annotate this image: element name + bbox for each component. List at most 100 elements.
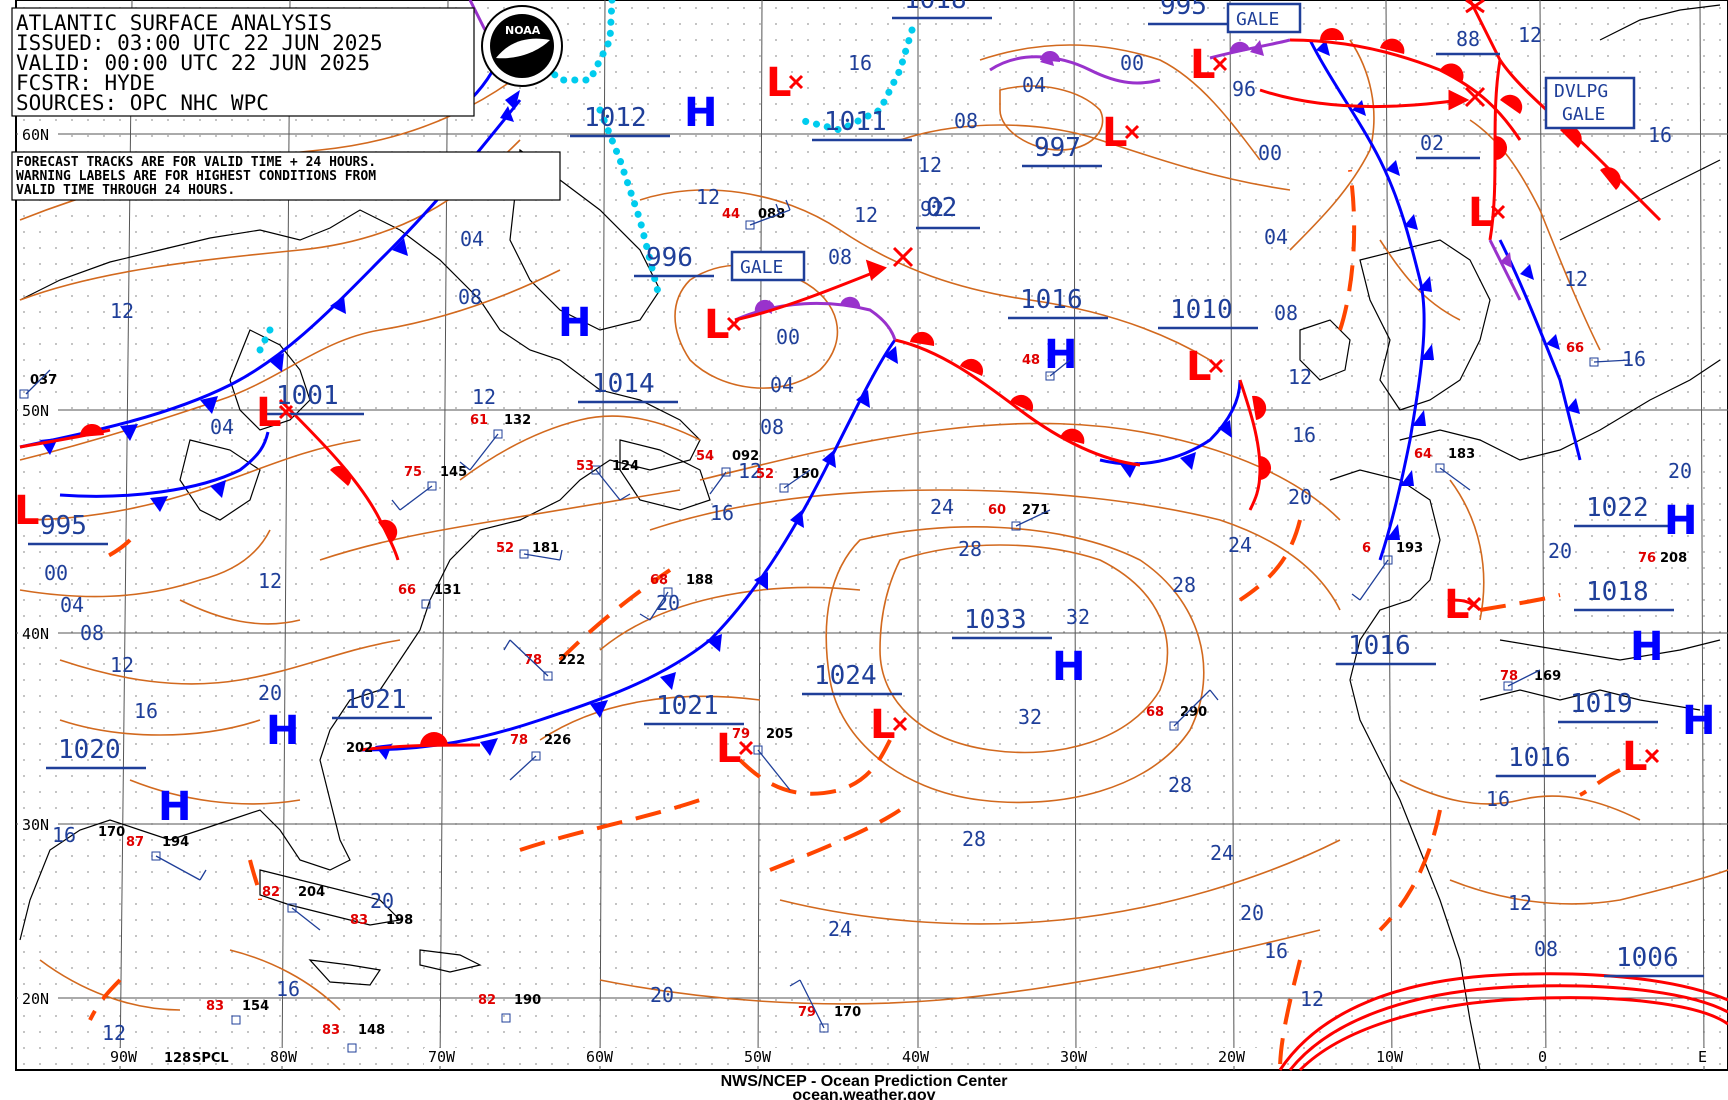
cold-front xyxy=(1498,239,1582,461)
isobar-label: 12 xyxy=(1288,365,1312,389)
isobar-label: 12 xyxy=(854,203,878,227)
svg-text:64: 64 xyxy=(1414,447,1432,462)
pressure-label: 1020 xyxy=(58,735,121,765)
occluded-front xyxy=(989,55,1161,85)
lat-label: 40N xyxy=(22,625,49,643)
svg-text:145: 145 xyxy=(440,465,467,480)
lon-label: 70W xyxy=(428,1048,456,1066)
svg-text:83: 83 xyxy=(322,1023,340,1038)
isobar-label: 12 xyxy=(102,1021,126,1045)
isobars xyxy=(19,39,1728,1011)
svg-text:53: 53 xyxy=(576,459,594,474)
svg-text:54: 54 xyxy=(696,449,714,464)
gale-warning-label: GALE xyxy=(740,257,783,278)
pressure-label: 1011 xyxy=(824,107,887,137)
dvlpg-gale-warning-label: GALE xyxy=(1562,104,1605,125)
low-pressure-marker: L xyxy=(1622,734,1648,780)
notes-block: FORECAST TRACKS ARE FOR VALID TIME + 24 … xyxy=(11,151,561,201)
svg-text:83: 83 xyxy=(350,913,368,928)
isobar-label: 20 xyxy=(656,591,680,615)
warm-front xyxy=(894,338,1141,467)
station-plot: 87 194 xyxy=(126,835,189,861)
lon-label: 20W xyxy=(1218,1048,1246,1066)
svg-text:66: 66 xyxy=(1566,341,1584,356)
pressure-label: 02 xyxy=(926,193,957,223)
isobar-label: 20 xyxy=(1548,539,1572,563)
low-pressure-markers: L L L L L L L L L L L L xyxy=(14,42,1648,780)
svg-text:131: 131 xyxy=(434,583,461,598)
svg-text:132: 132 xyxy=(504,413,531,428)
isobar-label: 16 xyxy=(1264,939,1288,963)
station-plot: 52 181 xyxy=(496,541,559,559)
stationary-front-se xyxy=(1278,972,1728,1072)
isobar-label: 12 xyxy=(738,459,762,483)
low-center-x-marks xyxy=(278,56,1660,764)
isobar-label: 20 xyxy=(1668,459,1692,483)
lat-label: 60N xyxy=(22,126,49,144)
noaa-logo: NOAA xyxy=(481,5,563,87)
svg-text:68: 68 xyxy=(1146,705,1164,720)
svg-text:83: 83 xyxy=(206,999,224,1014)
wind-barbs xyxy=(25,199,1631,1029)
svg-text:82: 82 xyxy=(262,885,280,900)
valid-time: VALID: 00:00 UTC 22 JUN 2025 xyxy=(16,51,370,75)
station-plot: 79 205 xyxy=(732,727,793,755)
isobar-label: 16 xyxy=(848,51,872,75)
footer-agency: NWS/NCEP - Ocean Prediction Center xyxy=(721,1073,1008,1090)
isobar-label: 16 xyxy=(276,977,300,1001)
low-pressure-marker: L xyxy=(716,726,742,772)
pressure-label: 1001 xyxy=(276,381,339,411)
svg-text:198: 198 xyxy=(386,913,413,928)
isobar-label: 16 xyxy=(1648,123,1672,147)
warm-front xyxy=(278,398,400,561)
high-pressure-marker: H xyxy=(1682,698,1715,744)
station-plot: 61 132 xyxy=(470,413,531,439)
svg-text:78: 78 xyxy=(1500,669,1518,684)
isobar-label: 00 xyxy=(1120,51,1144,75)
forecaster: FCSTR: HYDE xyxy=(16,71,155,95)
station-plot: 68 290 xyxy=(1146,705,1207,731)
low-pressure-marker: L xyxy=(704,302,730,348)
station-plot: 64 183 xyxy=(1414,447,1475,473)
isobar-label: 12 xyxy=(258,569,282,593)
pressure-label: 1018 xyxy=(1586,577,1649,607)
svg-text:66: 66 xyxy=(398,583,416,598)
note-line: VALID TIME THROUGH 24 HOURS. xyxy=(16,183,235,198)
svg-text:193: 193 xyxy=(1396,541,1423,556)
svg-text:154: 154 xyxy=(242,999,269,1014)
isobar-label: 12 xyxy=(110,653,134,677)
svg-text:87: 87 xyxy=(126,835,144,850)
isobar-label: 12 xyxy=(110,299,134,323)
isobar-label: 08 xyxy=(80,621,104,645)
gale-warning-label: GALE xyxy=(1236,9,1279,30)
pressure-label: 1006 xyxy=(1616,943,1679,973)
note-line: WARNING LABELS ARE FOR HIGHEST CONDITION… xyxy=(16,169,376,184)
low-pressure-marker: L xyxy=(1186,344,1212,390)
cold-front xyxy=(59,431,270,498)
isobar-label: 16 xyxy=(134,699,158,723)
station-plot: 68 188 xyxy=(650,573,713,597)
pressure-label: 1022 xyxy=(1586,493,1649,523)
coastlines xyxy=(19,4,1721,1071)
lon-label: 60W xyxy=(586,1048,614,1066)
isobar-label: 04 xyxy=(210,415,234,439)
low-pressure-marker: L xyxy=(1190,42,1216,88)
high-pressure-marker: H xyxy=(158,784,191,830)
pressure-label: 1018 xyxy=(904,0,967,15)
svg-text:092: 092 xyxy=(732,449,759,464)
isobar-label: 24 xyxy=(1228,533,1252,557)
warm-front xyxy=(1498,59,1662,222)
svg-text:76: 76 xyxy=(1638,551,1656,566)
svg-text:148: 148 xyxy=(358,1023,385,1038)
isobar-label: 02 xyxy=(1420,131,1444,155)
svg-text:183: 183 xyxy=(1448,447,1475,462)
isobar-label: 04 xyxy=(460,227,484,251)
noaa-logo-text: NOAA xyxy=(505,24,541,37)
track-endpoints xyxy=(892,0,1486,268)
svg-text:190: 190 xyxy=(514,993,541,1008)
lon-label: 50W xyxy=(744,1048,772,1066)
isobar-label: 08 xyxy=(1534,937,1558,961)
dvlpg-gale-warning-label: DVLPG xyxy=(1554,81,1608,102)
svg-text:124: 124 xyxy=(612,459,639,474)
isobar-label: 00 xyxy=(44,561,68,585)
